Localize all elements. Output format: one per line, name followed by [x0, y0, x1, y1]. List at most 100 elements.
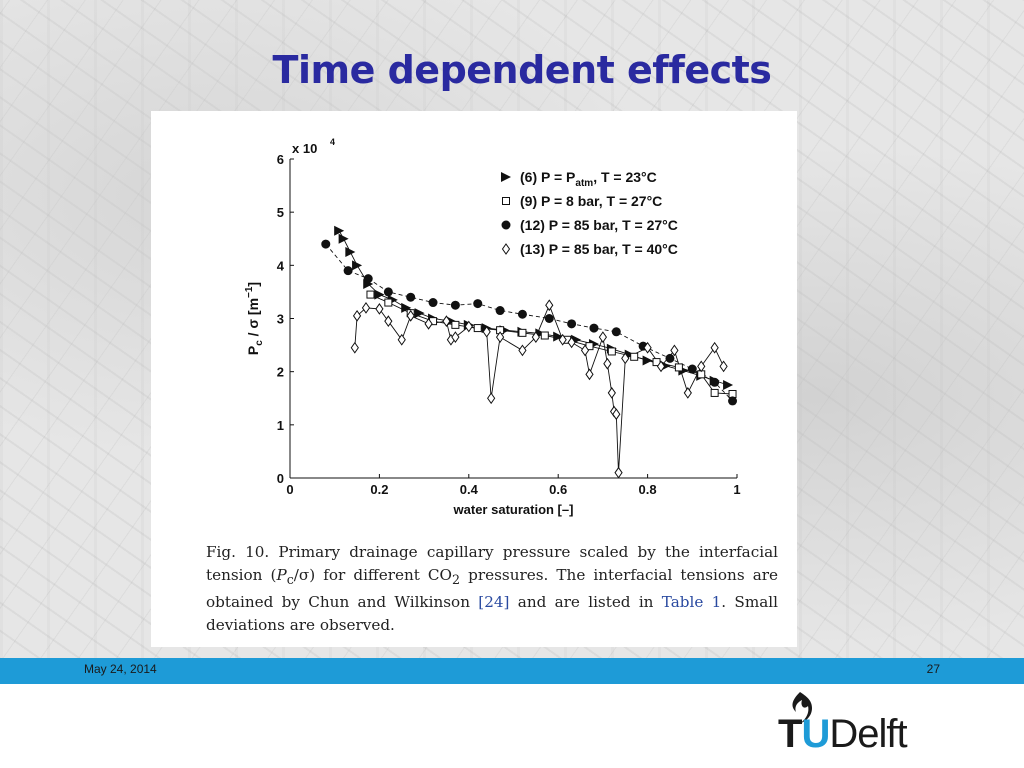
chart: 0 0.2 0.4 0.6 0.8 1 0 1 2 3 4 5 6 x 10 4 water saturati… [244, 137, 741, 517]
x-tick-label: 0 [286, 482, 293, 497]
series-1-point [710, 388, 719, 397]
y-axis-label-part: / σ [m [245, 298, 261, 340]
series-2-point [567, 319, 577, 329]
y-tick-label: 3 [277, 312, 284, 327]
series-2-point [428, 298, 438, 308]
series-3-point [697, 360, 706, 373]
series-0-point [338, 233, 349, 244]
slide-title: Time dependent effects [272, 48, 772, 92]
series-1-point [518, 328, 527, 337]
page-number: 27 [926, 662, 940, 676]
y-tick-label: 6 [277, 152, 284, 167]
series-1-point [630, 352, 639, 361]
series-0-point [642, 355, 653, 366]
caption-text-1: Fig. 10. Primary drainage capillary pres… [206, 543, 778, 584]
series-1-point [384, 298, 393, 307]
x-tick-label: 0.6 [549, 482, 567, 497]
y-multiplier-exponent: 4 [330, 137, 335, 147]
y-axis-label-part: ] [245, 282, 261, 287]
bottom-area [0, 684, 1024, 768]
series-2-point [495, 306, 505, 316]
series-3-point [482, 325, 491, 338]
y-tick-label: 2 [277, 365, 284, 380]
series-3-point [451, 331, 460, 343]
series-3-point [607, 387, 616, 399]
series-3-point [710, 341, 719, 354]
series-1-point [366, 290, 375, 299]
caption-ref-table1[interactable]: Table 1 [661, 593, 722, 612]
series-2-point [343, 266, 353, 276]
series-3-point [375, 303, 384, 315]
caption-text-2: /σ) for different CO [293, 565, 452, 584]
series-0-point [553, 331, 564, 342]
series-0-point [723, 379, 734, 390]
series-3-point [442, 315, 451, 328]
series-3-point [406, 309, 415, 322]
series-line-1 [370, 294, 733, 395]
series-3-point [545, 299, 554, 312]
y-tick-label: 1 [277, 418, 284, 433]
legend-label-sub: atm [575, 178, 593, 189]
series-3-point [612, 408, 621, 421]
series-3-point [424, 317, 433, 330]
series-1-point [451, 320, 460, 329]
series-2-point [728, 396, 738, 406]
x-tick-label: 0.4 [460, 482, 479, 497]
series-2-point [544, 314, 554, 323]
series-3-point [531, 331, 540, 343]
series-2-point [473, 299, 483, 309]
y-axis-label-part: P [245, 346, 261, 355]
footer-date: May 24, 2014 [84, 662, 157, 676]
x-tick-label: 0.2 [370, 482, 388, 497]
legend-marker-0 [501, 172, 511, 182]
flame-icon [792, 692, 812, 724]
footer-bar: May 24, 2014 27 [0, 658, 1024, 684]
caption-symbol-c: c [286, 571, 294, 587]
caption-text-5: . Small deviations are observed. [206, 593, 778, 634]
legend-label-3: (13) P = 85 bar, T = 40°C [520, 241, 678, 257]
series-2-point [383, 287, 393, 297]
legend-label-0: (6) P = Patm, T = 23°C [520, 169, 657, 189]
series-0-point [401, 302, 412, 313]
series-3-point [495, 331, 505, 343]
caption-ref-24[interactable]: [24] [478, 593, 510, 612]
series-3-point [719, 360, 728, 373]
legend-marker-1 [502, 197, 510, 205]
y-tick-label: 0 [277, 471, 284, 486]
series-3-point [670, 344, 679, 357]
tudelft-logo: TUDelft [778, 690, 948, 760]
series-2-point [665, 353, 675, 363]
series-2-point [589, 323, 599, 333]
x-axis-label: water saturation [–] [453, 502, 574, 517]
series-3-point [384, 315, 393, 328]
series-2-point [450, 300, 460, 310]
series-3-point [603, 357, 612, 370]
legend-label-text: (9) P = 8 bar, T = 27°C [520, 193, 662, 209]
series-2-point [321, 239, 331, 249]
y-axis-label: Pc / σ [m−1] [244, 282, 265, 355]
series-2-point [517, 309, 527, 319]
logo-word-delft: Delft [829, 712, 907, 756]
legend-label-text: , T = 23°C [593, 169, 657, 185]
caption-symbol-p: P [276, 565, 287, 584]
series-1-point [540, 331, 549, 340]
caption-text-3: pressures. The interfacial tensions are … [206, 565, 779, 612]
x-tick-label: 0.8 [639, 482, 657, 497]
series-3-point [361, 301, 371, 314]
series-2-point [710, 377, 720, 387]
y-axis-label-part: c [254, 340, 265, 346]
legend-label-text: (12) P = 85 bar, T = 27°C [520, 217, 678, 233]
legend-label-text: (6) P = P [520, 169, 575, 185]
legend-label-text: (13) P = 85 bar, T = 40°C [520, 241, 678, 257]
series-3-point [580, 344, 590, 357]
y-tick-label: 5 [277, 205, 284, 220]
logo-letter-u: U [801, 712, 830, 756]
series-3-point [683, 387, 692, 399]
series-0-point [374, 289, 385, 300]
series-2-point [687, 364, 697, 374]
series-3-point [352, 309, 362, 322]
series-3-point [558, 333, 567, 346]
series-3-point [598, 331, 608, 343]
series-3-point [567, 336, 576, 349]
figure-panel: 0 0.2 0.4 0.6 0.8 1 0 1 2 3 4 5 6 x 10 4 water saturati… [151, 111, 797, 647]
